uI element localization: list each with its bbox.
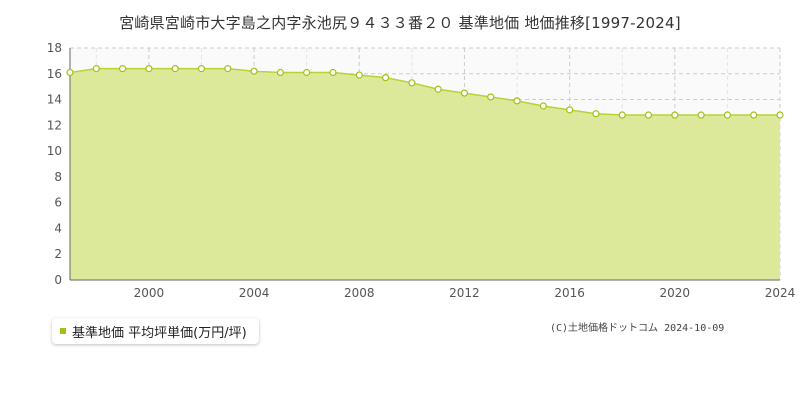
- data-point: [592, 110, 600, 118]
- data-point: [776, 111, 784, 119]
- chart-title: 宮崎県宮崎市大字島之内字永池尻９４３３番２０ 基準地価 地価推移[1997-20…: [119, 14, 681, 32]
- x-tick-label: 2024: [765, 286, 796, 300]
- data-point: [92, 65, 100, 73]
- data-point: [381, 74, 390, 82]
- x-tick-label: 2016: [554, 286, 585, 300]
- data-point: [408, 79, 416, 87]
- data-point: [539, 102, 547, 110]
- series-line: [69, 67, 780, 116]
- data-point: [303, 68, 311, 77]
- data-point: [66, 68, 74, 77]
- y-tick-label: 14: [47, 93, 62, 107]
- credit-text: (C)土地価格ドットコム 2024-10-09: [550, 323, 725, 334]
- data-point: [118, 65, 127, 73]
- data-point: [434, 85, 442, 93]
- data-point: [618, 111, 626, 119]
- data-point: [171, 65, 179, 73]
- legend-swatch-icon: [60, 328, 66, 334]
- y-tick-label: 2: [54, 247, 62, 261]
- y-tick-label: 8: [54, 170, 62, 184]
- data-point: [644, 111, 653, 119]
- data-point: [487, 93, 495, 101]
- data-point: [145, 65, 153, 73]
- x-tick-label: 2008: [344, 286, 375, 300]
- axis-layer: 0 2 4 6 8 10 12 14 16 18 2000 2004 2008 2012 2016 2020 2…: [47, 41, 796, 300]
- data-point: [276, 68, 284, 77]
- x-tick-label: 2004: [239, 286, 270, 300]
- y-tick-label: 12: [47, 118, 62, 132]
- y-tick-label: 16: [47, 67, 62, 81]
- data-point: [355, 71, 363, 79]
- y-tick-label: 6: [54, 196, 62, 210]
- data-point: [197, 65, 206, 73]
- data-point: [224, 65, 232, 73]
- data-point: [513, 97, 521, 105]
- y-tick-label: 18: [47, 41, 62, 55]
- y-tick-label: 4: [54, 221, 62, 235]
- data-point: [671, 111, 679, 119]
- x-tick-label: 2000: [134, 286, 165, 300]
- legend-label: 基準地価 平均坪単価(万円/坪): [72, 325, 247, 341]
- data-point: [750, 111, 758, 119]
- legend[interactable]: 基準地価 平均坪単価(万円/坪): [52, 318, 259, 344]
- data-point: [460, 89, 469, 97]
- data-point: [697, 111, 705, 119]
- y-tick-label: 0: [54, 273, 62, 287]
- data-point: [250, 67, 258, 75]
- data-point: [723, 111, 732, 119]
- area-layer: [69, 67, 780, 280]
- data-point: [329, 68, 337, 77]
- marker-layer: [66, 65, 784, 119]
- data-point: [566, 106, 574, 114]
- y-tick-label: 10: [47, 144, 62, 158]
- series-area: [70, 68, 780, 280]
- x-tick-label: 2020: [660, 286, 691, 300]
- x-tick-label: 2012: [449, 286, 480, 300]
